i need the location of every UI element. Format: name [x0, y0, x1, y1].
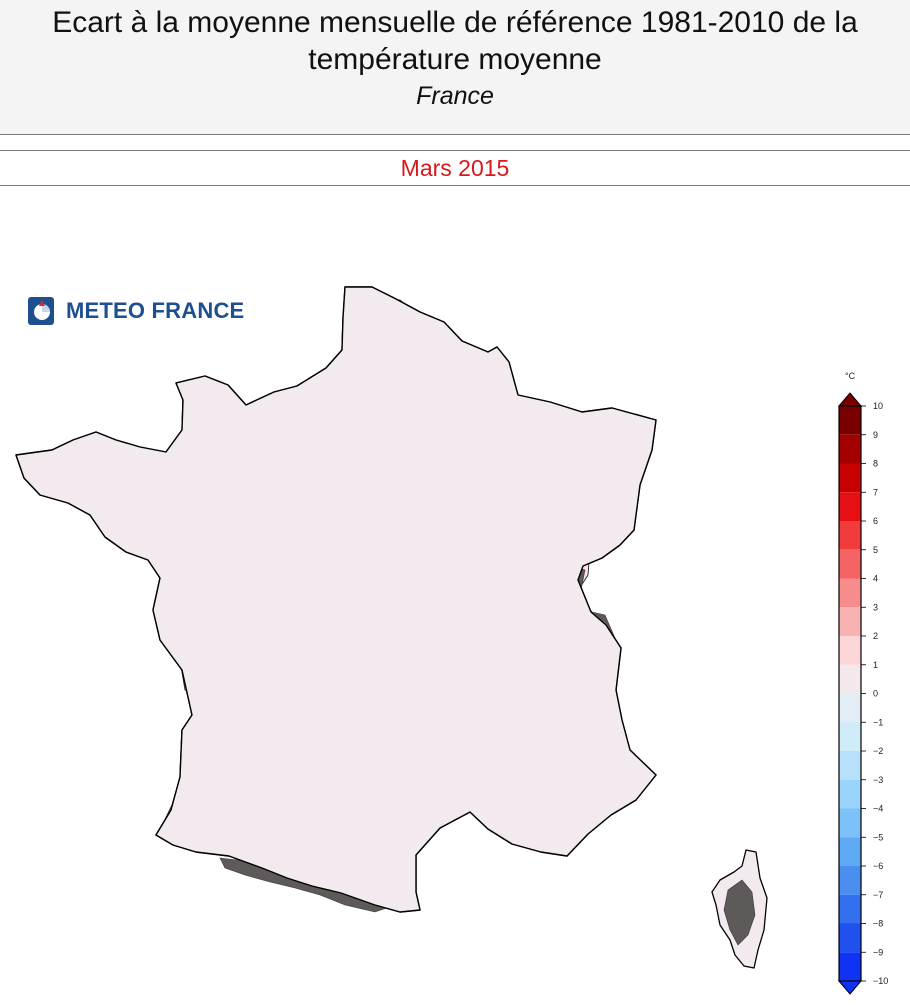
colorbar-tick-label: 9 — [873, 430, 878, 440]
colorbar-segment — [839, 866, 861, 895]
colorbar-tick-label: −7 — [873, 890, 883, 900]
colorbar-tick-label: −5 — [873, 832, 883, 842]
colorbar-tick-label: 2 — [873, 631, 878, 641]
colorbar-segment — [839, 808, 861, 838]
colorbar-segment — [839, 664, 861, 694]
colorbar-segment — [839, 779, 861, 809]
colorbar-segment — [839, 434, 861, 464]
colorbar-tick-label: 1 — [873, 660, 878, 670]
header: Ecart à la moyenne mensuelle de référenc… — [0, 0, 910, 135]
colorbar-tick-label: 8 — [873, 459, 878, 469]
colorbar-segment — [839, 636, 861, 665]
colorbar-tick-label: −6 — [873, 861, 883, 871]
colorbar-segments — [837, 392, 863, 995]
colorbar-segment — [839, 607, 861, 636]
map-title: Ecart à la moyenne mensuelle de référenc… — [52, 6, 858, 76]
colorbar-tick-label: 3 — [873, 602, 878, 612]
colorbar-segment — [839, 463, 861, 493]
corsica-relief — [723, 879, 756, 946]
colorbar-segment — [839, 751, 861, 780]
colorbar-segment — [839, 837, 861, 866]
colorbar-segment — [839, 492, 861, 521]
colorbar-tick-label: 5 — [873, 545, 878, 555]
colorbar-tick-label: −1 — [873, 717, 883, 727]
colorbar-tick-label: −4 — [873, 804, 883, 814]
period-label: Mars 2015 — [400, 155, 510, 181]
colorbar-bottom-arrow — [837, 980, 863, 995]
colorbar-segment — [839, 578, 861, 608]
corsica — [711, 849, 768, 969]
colorbar-tick-label: 4 — [873, 574, 878, 584]
map-subtitle: France — [416, 82, 494, 110]
colorbar-top-arrow — [837, 392, 863, 407]
colorbar-tick-label: −2 — [873, 746, 883, 756]
colorbar-unit: °C — [845, 371, 856, 381]
period-band: Mars 2015 — [0, 150, 910, 186]
colorbar-tick-label: −9 — [873, 947, 883, 957]
colorbar-tick-label: −8 — [873, 919, 883, 929]
colorbar-segment — [839, 406, 861, 435]
logo: METEO FRANCE — [28, 295, 244, 327]
colorbar-segment — [839, 693, 861, 723]
colorbar-segment — [839, 894, 861, 924]
mainland-france — [15, 286, 657, 913]
colorbar-segment — [839, 722, 861, 751]
logo-text: METEO FRANCE — [66, 298, 245, 323]
colorbar-tick-label: 10 — [873, 401, 883, 411]
colorbar-tick-label: −3 — [873, 775, 883, 785]
colorbar-tick-label: −10 — [873, 976, 888, 986]
colorbar-segment — [839, 923, 861, 953]
colorbar-tick-label: 7 — [873, 487, 878, 497]
colorbar-segment — [839, 952, 861, 981]
temperature-anomaly-map — [15, 286, 768, 969]
colorbar-tick-label: 0 — [873, 689, 878, 699]
colorbar-segment — [839, 549, 861, 579]
colorbar-segment — [839, 521, 861, 550]
colorbar-tick-label: 6 — [873, 516, 878, 526]
meteo-france-logo-icon — [28, 297, 54, 325]
